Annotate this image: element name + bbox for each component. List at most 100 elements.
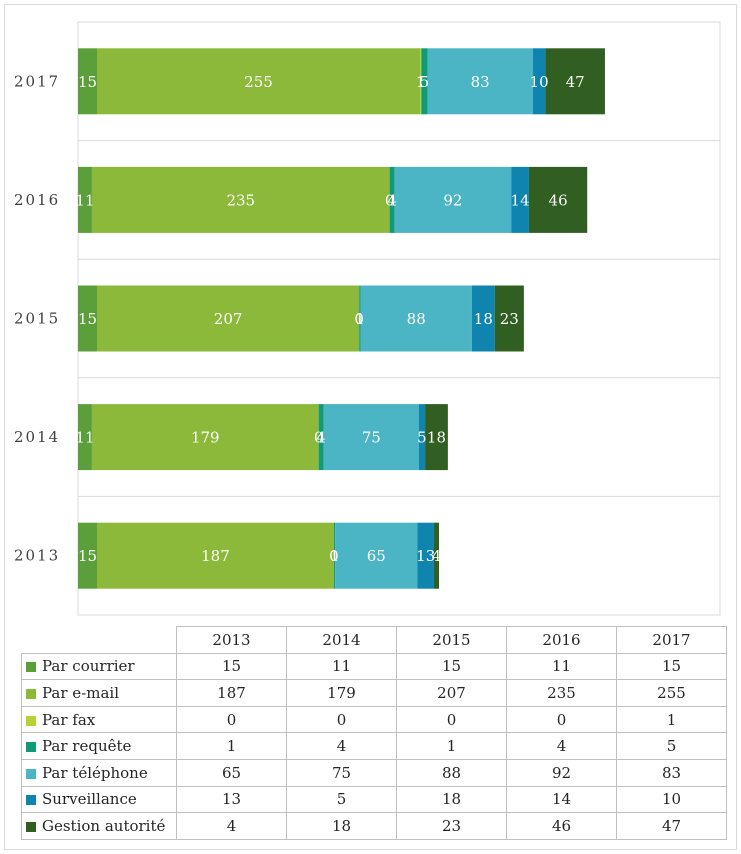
bar-segment [78,48,98,115]
table-row: Par e-mail 187 179 207 235 255 [21,679,727,707]
bar-segment [427,48,533,115]
table-year-header: 2016 [506,626,617,654]
bar-data-label: 15 [78,73,97,91]
bar-segment [394,166,512,233]
category-label: 2013 [14,547,60,565]
bar-data-label: 235 [226,191,255,209]
bar-segment [97,285,360,352]
bar-data-label: 46 [549,191,568,209]
table-cell: 235 [506,679,617,707]
series-label-cell: Par fax [21,705,177,734]
table-year-header: 2013 [176,626,287,654]
bar-segment [545,48,605,115]
table-cell: 13 [176,785,287,814]
table-cell: 0 [396,705,507,734]
category-label: 2015 [14,310,60,328]
category-axis: 2017 2016 2015 2014 2013 [14,72,60,565]
bar-segment [421,48,428,115]
bar-data-label: 5 [417,429,427,447]
legend-swatch [26,688,36,699]
table-cell: 0 [286,705,397,734]
table-row: Par courrier 15 11 15 11 15 [21,652,727,681]
bar-data-label: 13 [416,547,435,565]
bar-data-label: 47 [566,73,585,91]
series-name: Par e-mail [42,683,120,702]
series-label-cell: Par téléphone [21,758,177,787]
bar-data-label: 255 [244,73,273,91]
data-table: 2013 2014 2015 2016 2017 Par courrier 15… [21,626,727,840]
series-label-cell: Par courrier [21,652,177,681]
series-label-cell: Gestion autorité [21,812,177,840]
legend-swatch [26,715,36,726]
table-cell: 46 [506,812,617,840]
bar-segment [417,522,434,589]
table-cell: 207 [396,679,507,707]
table-cell: 83 [616,758,727,787]
bar-segment [425,404,448,471]
series-name: Surveillance [42,790,137,809]
series-name: Par fax [42,710,96,729]
table-cell: 1 [616,705,727,734]
table-header-row: 2013 2014 2015 2016 2017 [21,626,727,654]
table-cell: 1 [176,732,287,760]
bar-segment [78,522,98,589]
bar-data-label: 11 [75,191,94,209]
table-cell: 11 [506,652,617,681]
legend-swatch [26,795,36,806]
category-label: 2016 [14,191,60,209]
table-year-header: 2014 [286,626,397,654]
bar-data-label: 207 [214,310,243,328]
bar-segment [335,522,418,589]
bar-segment [360,285,472,352]
bar-segment [318,404,324,471]
bar-data-label: 179 [191,429,220,447]
table-corner [21,626,177,654]
bar-data-label: 10 [530,73,549,91]
bar-segment [78,166,92,233]
table-cell: 75 [286,758,397,787]
legend-swatch [26,821,36,832]
bar-segment [433,522,440,589]
bar-data-label: 88 [407,310,426,328]
bar-data-label: 0 [314,429,324,447]
table-row: Par téléphone 65 75 88 92 83 [21,758,727,787]
bar-data-label: 18 [427,429,446,447]
series-label-cell: Surveillance [21,785,177,814]
bar-data-label: 0 [329,547,339,565]
plot-grid [77,21,721,616]
series-name: Gestion autorité [42,816,166,835]
table-cell: 0 [176,705,287,734]
chart-frame [4,4,737,850]
table-cell: 5 [286,785,397,814]
legend-swatch [26,768,36,779]
bar-data-label: 23 [500,310,519,328]
bar-data-label: 65 [367,547,386,565]
bar-segment [420,48,422,115]
table-cell: 18 [286,812,397,840]
bar-segment [532,48,546,115]
bar-segment [91,166,390,233]
bar-data-label: 4 [316,429,326,447]
table-cell: 88 [396,758,507,787]
bar-data-label: 15 [78,310,97,328]
bar-data-label: 1 [416,73,426,91]
bar-data-label: 4 [432,547,442,565]
table-cell: 11 [286,652,397,681]
series-name: Par courrier [42,657,135,676]
bar-segment [359,285,361,352]
bar-data-label: 75 [362,429,381,447]
table-cell: 179 [286,679,397,707]
bar-data-label: 187 [201,547,230,565]
bar-segment [471,285,495,352]
bar-data-label: 5 [420,73,430,91]
bar-segment [97,522,334,589]
series-name: Par requête [42,737,132,756]
series-label-cell: Par requête [21,732,177,760]
bar-segment [418,404,426,471]
table-year-header: 2017 [616,626,727,654]
series-name: Par téléphone [42,763,148,782]
bar-segment [91,404,319,471]
bar-data-label: 0 [385,191,395,209]
bar-segment [389,166,395,233]
